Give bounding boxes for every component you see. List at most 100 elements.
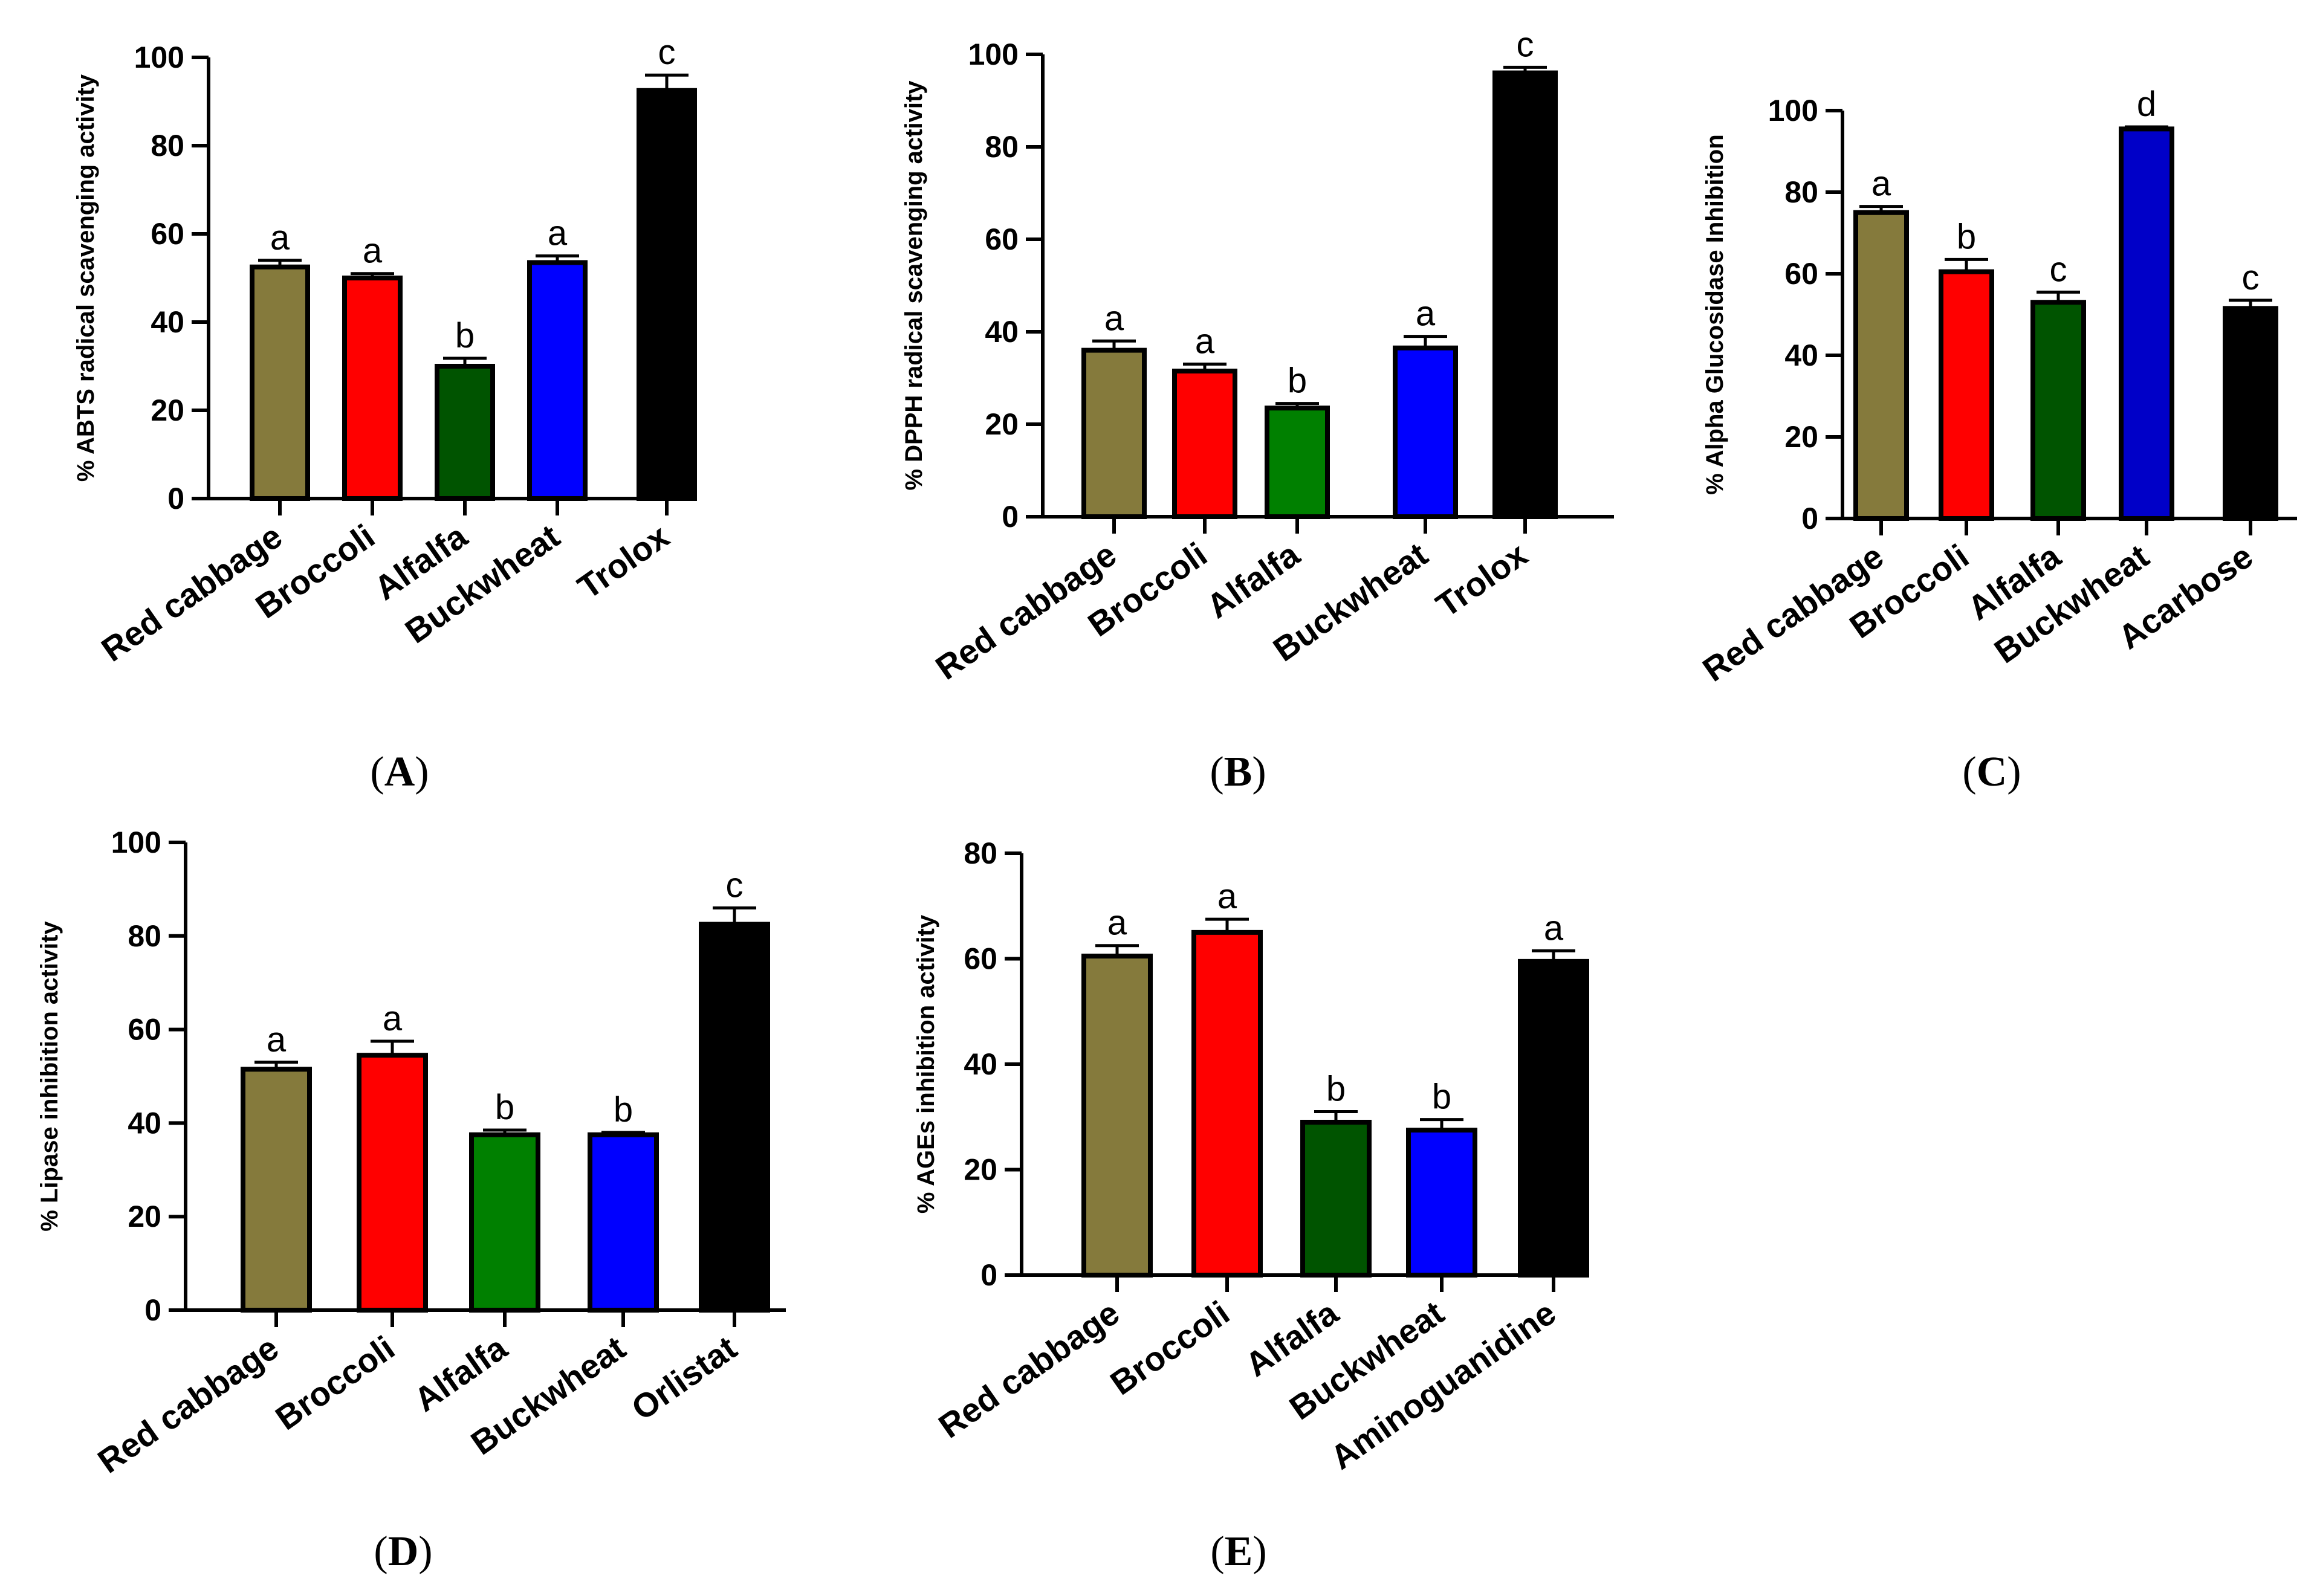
chart-panel-a: 0 20 40 60 80 100 % ABTS radical scavenging ac… xyxy=(73,33,697,795)
panel-label-close: ) xyxy=(415,749,429,795)
panel-label: (B) xyxy=(1210,749,1266,795)
significance-letter: c xyxy=(1517,25,1534,64)
significance-letter: a xyxy=(1217,877,1237,916)
bar-red-cabbage xyxy=(241,1067,312,1313)
y-tick-label: 100 xyxy=(134,40,184,74)
panel-label: (C) xyxy=(1962,749,2021,795)
bar-aminoguanidine xyxy=(1518,958,1589,1278)
y-tick-label: 20 xyxy=(985,407,1019,441)
bar-alfalfa xyxy=(1300,1119,1372,1278)
bar-alfalfa xyxy=(2030,300,2086,521)
significance-letter: a xyxy=(363,231,383,271)
significance-letter: c xyxy=(658,33,676,72)
y-tick-label: 80 xyxy=(964,836,997,870)
significance-letter: b xyxy=(495,1088,514,1127)
chart-panel-c: 0 20 40 60 80 100 % Alpha Glucosidase Inhibiti… xyxy=(1696,85,2297,795)
y-axis-title: % ABTS radical scavenging activity xyxy=(73,74,99,482)
y-tick-label: 80 xyxy=(151,129,184,163)
significance-letter: a xyxy=(270,218,290,257)
y-axis-title: % DPPH radical scavenging activity xyxy=(901,80,927,491)
significance-letter: a xyxy=(1107,903,1127,943)
panel-label-open: ( xyxy=(374,1528,387,1575)
bar-alfalfa xyxy=(469,1132,540,1313)
bar-alfalfa xyxy=(1265,405,1330,519)
chart-panel-b: 0 20 40 60 80 100 % DPPH radical scavenging ac… xyxy=(901,25,1614,795)
category-label: Broccoli xyxy=(268,1328,401,1437)
chart-panel-e: 0 20 40 60 80 % AGEs inhibition activity a Red … xyxy=(913,836,1589,1575)
significance-letter: a xyxy=(267,1020,287,1059)
y-axis-title: % Lipase inhibition activity xyxy=(36,921,63,1232)
y-tick-label: 20 xyxy=(128,1200,161,1233)
significance-letter: b xyxy=(614,1090,633,1129)
significance-letter: a xyxy=(383,999,403,1038)
bar-buckwheat xyxy=(588,1132,659,1313)
bar-broccoli xyxy=(1939,269,1994,521)
y-tick-label: 0 xyxy=(1002,500,1019,534)
y-tick-label: 80 xyxy=(985,130,1019,164)
y-tick-label: 60 xyxy=(985,222,1019,256)
panel-label-open: ( xyxy=(1962,749,1976,795)
bar-red-cabbage xyxy=(1081,347,1147,519)
bar-broccoli xyxy=(342,276,403,501)
bar-broccoli xyxy=(1191,929,1263,1278)
y-axis-title: % Alpha Glucosidase Inhibition xyxy=(1702,134,1728,494)
category-label: Alfalfa xyxy=(1200,535,1307,625)
y-tick-label: 40 xyxy=(985,315,1019,349)
panel-label-close: ) xyxy=(2007,749,2021,795)
category-label: Trolox xyxy=(571,517,676,606)
panel-label-letter: C xyxy=(1977,749,2008,795)
panel-label-close: ) xyxy=(1252,749,1266,795)
y-tick-label: 20 xyxy=(964,1153,997,1187)
y-tick-label: 20 xyxy=(151,393,184,427)
panel-label-letter: A xyxy=(384,749,415,795)
y-tick-label: 20 xyxy=(1784,420,1818,454)
y-tick-label: 40 xyxy=(128,1106,161,1140)
y-tick-label: 80 xyxy=(1784,175,1818,209)
panel-label-close: ) xyxy=(418,1528,432,1575)
panel-label-open: ( xyxy=(370,749,384,795)
significance-letter: c xyxy=(2050,250,2067,289)
significance-letter: a xyxy=(1871,164,1891,204)
bar-red-cabbage xyxy=(1081,954,1153,1278)
panel-label: (D) xyxy=(374,1528,432,1575)
bar-buckwheat xyxy=(1393,345,1458,520)
y-tick-label: 40 xyxy=(1784,338,1818,372)
category-label: Broccoli xyxy=(1103,1293,1236,1402)
y-tick-label: 100 xyxy=(968,37,1019,71)
significance-letter: b xyxy=(455,316,475,355)
significance-letter: d xyxy=(2137,85,2156,124)
significance-letter: a xyxy=(1104,299,1124,338)
significance-letter: a xyxy=(1195,322,1215,361)
bar-buckwheat xyxy=(1406,1128,1477,1278)
bar-buckwheat xyxy=(527,260,588,501)
bar-broccoli xyxy=(1172,369,1237,520)
y-tick-label: 40 xyxy=(964,1047,997,1081)
panel-label-open: ( xyxy=(1210,1528,1224,1575)
significance-letter: a xyxy=(1544,908,1564,948)
bar-broccoli xyxy=(357,1053,428,1313)
significance-letter: a xyxy=(548,214,568,253)
significance-letter: b xyxy=(1288,361,1307,401)
y-tick-label: 0 xyxy=(144,1293,161,1327)
panel-label-open: ( xyxy=(1210,749,1223,795)
category-label: Red cabbage xyxy=(932,1293,1126,1446)
significance-letter: c xyxy=(2242,258,2260,297)
category-label: Trolox xyxy=(1429,535,1534,624)
bar-trolox xyxy=(637,88,697,501)
significance-letter: b xyxy=(1957,217,1976,256)
y-tick-label: 60 xyxy=(1784,257,1818,291)
significance-letter: b xyxy=(1326,1070,1346,1109)
bar-red-cabbage xyxy=(1853,210,1909,521)
y-tick-label: 100 xyxy=(1768,94,1818,128)
y-tick-label: 60 xyxy=(151,217,184,251)
y-tick-label: 100 xyxy=(111,825,161,859)
bar-buckwheat xyxy=(2119,126,2174,521)
bar-orlistat xyxy=(699,922,770,1313)
y-tick-label: 60 xyxy=(128,1013,161,1047)
bar-trolox xyxy=(1492,70,1558,520)
y-tick-label: 0 xyxy=(1801,502,1818,535)
panel-label-letter: B xyxy=(1224,749,1252,795)
category-label: Red cabbage xyxy=(91,1328,285,1481)
y-axis-title: % AGEs inhibition activity xyxy=(913,914,939,1213)
